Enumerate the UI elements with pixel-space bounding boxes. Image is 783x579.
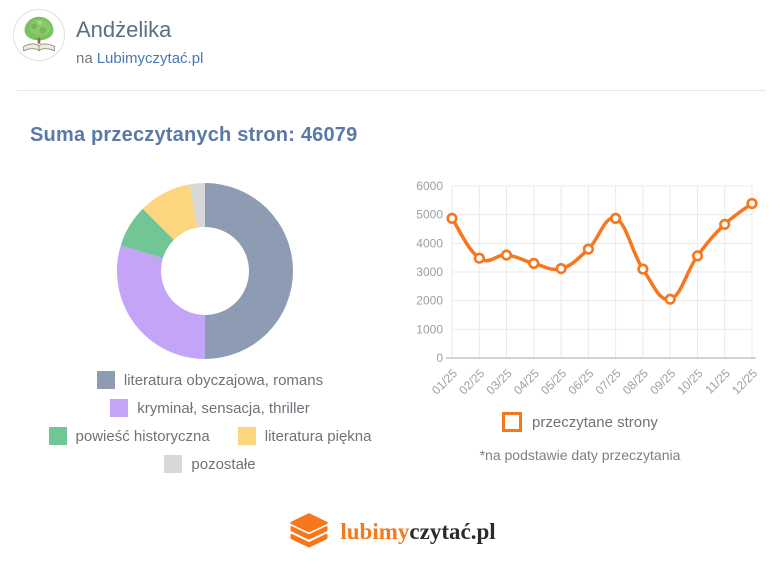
- legend-label: powieść historyczna: [75, 427, 210, 445]
- chart-footnote: *na podstawie daty przeczytania: [479, 447, 681, 463]
- line-series: [450, 201, 754, 302]
- donut-slice: [117, 245, 205, 359]
- genres-donut-chart: [117, 183, 293, 359]
- legend-item[interactable]: kryminał, sensacja, thriller: [110, 399, 310, 417]
- svg-text:03/25: 03/25: [484, 366, 515, 397]
- svg-text:3000: 3000: [416, 265, 443, 279]
- legend-item[interactable]: literatura obyczajowa, romans: [96, 371, 324, 389]
- svg-text:02/25: 02/25: [456, 366, 487, 397]
- svg-text:12/25: 12/25: [729, 366, 760, 397]
- legend-swatch: [48, 427, 67, 445]
- legend-item[interactable]: pozostałe: [164, 455, 256, 473]
- svg-text:10/25: 10/25: [674, 366, 705, 397]
- svg-text:4000: 4000: [416, 236, 443, 250]
- svg-text:08/25: 08/25: [620, 366, 651, 397]
- donut-slice: [189, 183, 205, 228]
- site-link[interactable]: Lubimyczytać.pl: [96, 50, 204, 67]
- svg-text:06/25: 06/25: [565, 366, 596, 397]
- svg-text:09/25: 09/25: [647, 366, 678, 397]
- data-point: [446, 212, 458, 225]
- legend-label: literatura obyczajowa, romans: [123, 371, 324, 389]
- footer-logo[interactable]: lubimyczytać.pl: [0, 507, 783, 557]
- subtitle-prefix: na: [76, 50, 93, 67]
- legend-item[interactable]: powieść historyczna: [48, 427, 210, 445]
- donut-legend: literatura obyczajowa, romans kryminał, s…: [10, 371, 410, 473]
- legend-swatch: [237, 427, 256, 445]
- donut-slice: [120, 208, 174, 259]
- data-point: [473, 252, 485, 264]
- svg-text:11/25: 11/25: [702, 366, 733, 397]
- line-legend-swatch: [502, 412, 523, 432]
- legend-swatch: [110, 399, 129, 417]
- svg-text:6000: 6000: [416, 179, 443, 193]
- logo-text: lubimyczytać.pl: [340, 519, 496, 544]
- svg-text:0: 0: [436, 351, 443, 365]
- data-point: [746, 197, 758, 210]
- data-point: [719, 218, 731, 231]
- data-point: [610, 212, 622, 225]
- avatar: [13, 9, 65, 61]
- data-point: [582, 243, 594, 255]
- svg-text:01/25: 01/25: [429, 366, 460, 397]
- book-stack-icon: [290, 513, 329, 548]
- svg-text:5000: 5000: [416, 208, 443, 222]
- user-name: Andżelika: [76, 17, 172, 42]
- donut-slice: [142, 184, 198, 240]
- page-title: Suma przeczytanych stron: 46079: [30, 124, 358, 146]
- legend-label: literatura piękna: [264, 427, 372, 445]
- line-legend-item[interactable]: przeczytane strony: [502, 412, 658, 432]
- data-point: [528, 257, 540, 269]
- header-subtitle: na Lubimyczytać.pl: [76, 50, 203, 67]
- line-legend-label: przeczytane strony: [532, 413, 658, 431]
- legend-label: pozostałe: [191, 455, 256, 473]
- data-point: [555, 262, 567, 275]
- data-point: [500, 249, 513, 261]
- legend-label: kryminał, sensacja, thriller: [137, 399, 310, 417]
- svg-text:2000: 2000: [416, 294, 443, 308]
- legend-item[interactable]: literatura piękna: [237, 427, 372, 445]
- donut-slice: [205, 183, 293, 359]
- svg-text:07/25: 07/25: [593, 366, 624, 397]
- legend-swatch: [164, 455, 183, 473]
- line-legend: przeczytane strony: [415, 412, 745, 432]
- data-point: [637, 263, 649, 275]
- legend-swatch: [96, 371, 115, 389]
- svg-text:05/25: 05/25: [538, 366, 569, 397]
- data-point: [691, 250, 704, 262]
- pages-line-chart: 0 1000 2000 3000 4000 5000 6000 01/2502/2503/25…: [416, 179, 760, 397]
- svg-text:04/25: 04/25: [511, 366, 542, 397]
- svg-text:1000: 1000: [416, 322, 443, 336]
- data-point: [664, 293, 676, 305]
- tree-book-avatar-icon: [23, 16, 55, 52]
- header-divider: [17, 90, 766, 91]
